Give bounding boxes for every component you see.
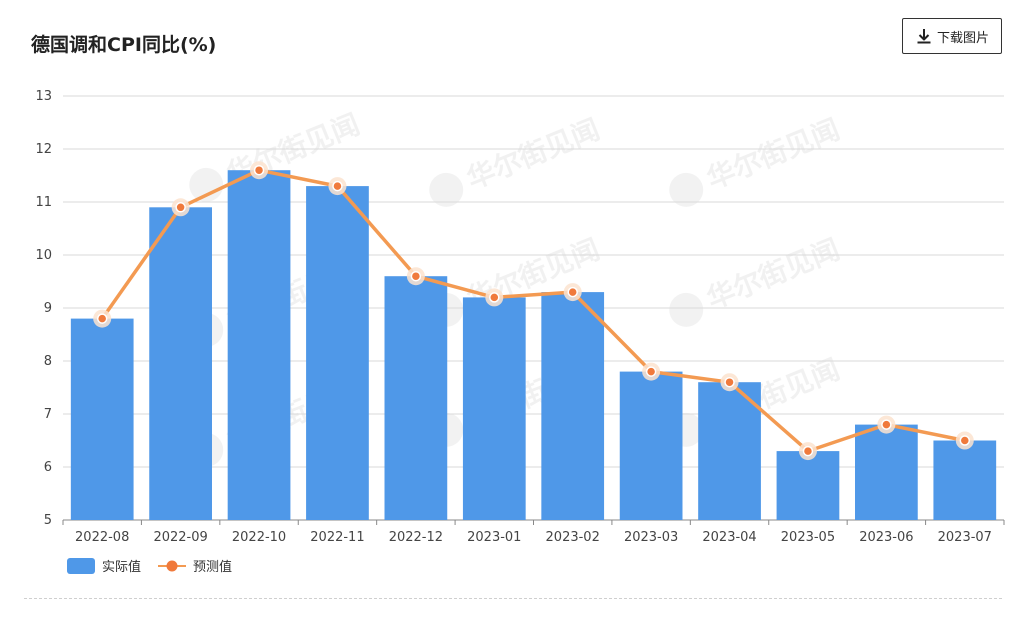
watermark-logo <box>189 167 224 202</box>
bar <box>541 292 605 520</box>
watermark-text: 华尔街见闻 <box>702 233 844 316</box>
legend-label-forecast: 预测值 <box>193 559 232 575</box>
y-tick-label: 6 <box>44 460 52 475</box>
bar-series <box>70 170 997 521</box>
legend-label-actual: 实际值 <box>102 559 141 575</box>
bar <box>776 451 840 520</box>
forecast-point <box>489 292 500 303</box>
bar <box>70 318 134 520</box>
forecast-point <box>332 180 343 192</box>
legend: 实际值 预测值 <box>67 558 232 575</box>
y-tick-label: 11 <box>35 195 52 210</box>
watermark-text: 华尔街见闻 <box>462 113 604 196</box>
forecast-point <box>96 313 108 324</box>
forecast-point <box>253 164 265 176</box>
watermark: 华尔街见闻 <box>429 113 604 207</box>
x-tick-label: 2023-04 <box>702 530 756 545</box>
y-tick-label: 10 <box>35 248 52 263</box>
x-tick-label: 2022-11 <box>310 530 364 545</box>
chart-title: 德国调和CPI同比(%) <box>31 34 217 56</box>
y-tick-label: 5 <box>44 513 52 528</box>
bar <box>933 440 997 520</box>
x-tick-label: 2023-05 <box>781 530 835 545</box>
x-tick-label: 2022-10 <box>232 530 286 545</box>
x-tick-label: 2022-09 <box>153 530 207 545</box>
x-axis: 2022-08 2022-09 2022-10 2022-11 2022-12 2023-… <box>62 520 1005 545</box>
x-tick-label: 2022-12 <box>389 530 443 545</box>
y-tick-label: 7 <box>44 407 52 422</box>
bar <box>698 382 761 520</box>
forecast-point <box>724 376 735 388</box>
legend-line-marker <box>166 560 178 572</box>
forecast-point <box>959 435 971 446</box>
y-tick-label: 13 <box>35 89 52 104</box>
watermark-text: 华尔街见闻 <box>702 113 844 196</box>
forecast-point <box>802 445 814 457</box>
y-tick-label: 9 <box>44 301 52 316</box>
download-icon <box>915 27 933 45</box>
watermark: 华尔街见闻 <box>669 113 844 207</box>
watermark: 华尔街见闻 <box>669 233 844 327</box>
bar <box>384 276 448 520</box>
bar <box>227 170 291 520</box>
x-tick-label: 2023-01 <box>467 530 521 545</box>
forecast-point <box>567 286 578 298</box>
watermark-logo <box>669 172 704 207</box>
x-tick-label: 2023-07 <box>938 530 992 545</box>
x-tick-label: 2023-02 <box>546 530 600 545</box>
y-tick-label: 8 <box>44 354 52 369</box>
forecast-point <box>881 419 892 430</box>
bar <box>855 424 918 520</box>
x-tick-label: 2023-06 <box>859 530 913 545</box>
legend-bar-swatch <box>67 558 95 574</box>
bar <box>149 207 212 521</box>
download-label: 下载图片 <box>936 30 989 46</box>
watermark-logo <box>429 172 464 207</box>
bottom-divider <box>24 598 1002 599</box>
download-image-button[interactable]: 下载图片 <box>902 18 1002 54</box>
y-tick-label: 12 <box>35 142 52 157</box>
bar <box>306 186 369 520</box>
bar <box>462 297 526 520</box>
watermark-logo <box>669 292 704 327</box>
forecast-point <box>175 202 186 213</box>
line-series <box>93 161 974 461</box>
forecast-point <box>645 366 657 377</box>
y-axis: 5 6 7 8 9 10 11 12 13 <box>35 89 52 528</box>
x-tick-label: 2023-03 <box>624 530 678 545</box>
forecast-point <box>410 270 422 282</box>
forecast-line <box>100 168 966 453</box>
x-tick-label: 2022-08 <box>75 530 129 545</box>
bar <box>619 371 683 520</box>
